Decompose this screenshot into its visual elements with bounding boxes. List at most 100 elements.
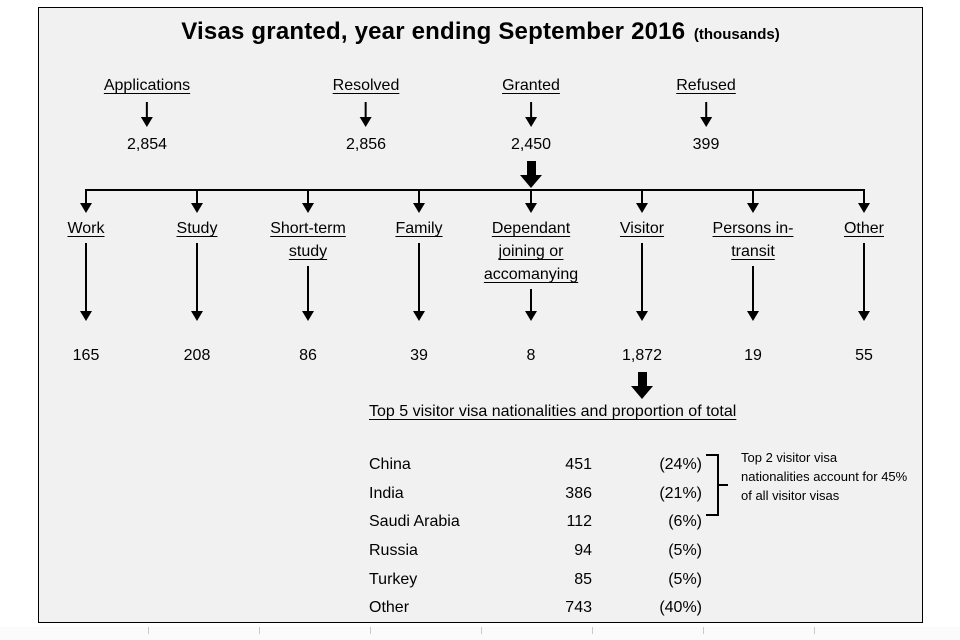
share-cell: (6%) bbox=[668, 513, 702, 531]
category-family: Family 39 bbox=[366, 189, 472, 367]
bracket-icon bbox=[706, 454, 728, 516]
share-cell: (5%) bbox=[668, 570, 702, 588]
metric-value: 2,856 bbox=[345, 136, 387, 153]
arrow-stem bbox=[85, 243, 87, 311]
arrow-stem bbox=[196, 243, 198, 311]
arrow-stem bbox=[863, 243, 865, 311]
branch-drop-head-icon bbox=[636, 203, 648, 213]
granted-bold-down-arrow-icon bbox=[520, 161, 542, 188]
category-label: Dependant joining or accomanying bbox=[483, 220, 579, 283]
down-arrow-icon bbox=[530, 102, 532, 117]
branch-drop-head-icon bbox=[80, 203, 92, 213]
down-arrow-head-icon bbox=[525, 117, 537, 127]
breakdown-heading: Top 5 visitor visa nationalities and pro… bbox=[369, 403, 737, 420]
value-cell: 451 bbox=[565, 456, 592, 473]
down-arrow-head-icon bbox=[141, 117, 153, 127]
branch-drop-head-icon bbox=[747, 203, 759, 213]
category-value: 39 bbox=[410, 347, 428, 364]
arrow-stem bbox=[641, 243, 643, 311]
arrow-stem bbox=[307, 266, 309, 311]
value-cell: 743 bbox=[565, 599, 592, 617]
down-arrow-head-icon bbox=[700, 117, 712, 127]
branch-drop-icon bbox=[196, 189, 198, 203]
country-cell: India bbox=[369, 484, 404, 502]
branch-drop-icon bbox=[863, 189, 865, 203]
breakdown-table: China 451 (24%) India 386 (21%) Saudi Ar… bbox=[369, 456, 702, 628]
visitor-bold-down-arrow-icon bbox=[631, 372, 653, 399]
arrow-stem bbox=[418, 243, 420, 311]
category-value: 1,872 bbox=[621, 347, 663, 364]
down-arrow-head-icon bbox=[359, 117, 372, 127]
country-cell: China bbox=[369, 456, 411, 473]
arrow-head bbox=[302, 311, 314, 321]
category-study: Study 208 bbox=[144, 189, 250, 367]
arrow-head bbox=[191, 311, 203, 321]
bold-arrow-shaft bbox=[526, 161, 536, 175]
branch-drop-icon bbox=[85, 189, 87, 203]
metric-refused: Refused 399 bbox=[676, 76, 736, 154]
branch-drop-icon bbox=[752, 189, 754, 203]
share-cell: (21%) bbox=[659, 484, 702, 502]
arrow-stem bbox=[530, 289, 532, 311]
category-label: Study bbox=[176, 220, 218, 237]
metric-label: Granted bbox=[502, 77, 560, 94]
value-cell: 85 bbox=[574, 570, 592, 588]
branch-connector-line bbox=[86, 189, 864, 191]
category-label: Short-term study bbox=[270, 220, 346, 260]
down-arrow-icon bbox=[80, 243, 92, 321]
branch-drop-icon bbox=[307, 189, 309, 203]
category-label: Persons in-transit bbox=[712, 220, 794, 260]
category-label: Family bbox=[395, 220, 443, 237]
country-cell: Other bbox=[369, 599, 410, 617]
down-arrow-icon bbox=[525, 289, 537, 321]
branch-drop-head-icon bbox=[858, 203, 870, 213]
metric-value: 399 bbox=[692, 136, 720, 153]
category-other: Other 55 bbox=[811, 189, 917, 367]
strip-tick bbox=[481, 627, 482, 634]
category-value: 86 bbox=[299, 347, 317, 364]
down-arrow-icon bbox=[705, 102, 707, 117]
share-cell: (24%) bbox=[659, 456, 702, 473]
arrow-head bbox=[636, 311, 648, 321]
category-label: Visitor bbox=[619, 220, 665, 237]
category-value: 19 bbox=[744, 347, 762, 364]
category-persons-in-transit: Persons in-transit 19 bbox=[700, 189, 806, 367]
bold-arrow-shaft bbox=[637, 372, 647, 386]
strip-tick bbox=[703, 627, 704, 634]
share-cell: (5%) bbox=[668, 542, 702, 560]
share-cell: (40%) bbox=[659, 599, 702, 617]
category-visitor: Visitor 1,872 bbox=[589, 189, 695, 367]
category-dependant: Dependant joining or accomanying 8 bbox=[478, 189, 584, 367]
branch-drop-head-icon bbox=[413, 203, 425, 213]
down-arrow-icon bbox=[146, 102, 148, 117]
down-arrow-icon bbox=[191, 243, 203, 321]
down-arrow-icon bbox=[364, 102, 367, 117]
branch-drop-head-icon bbox=[191, 203, 203, 213]
metric-value: 2,450 bbox=[510, 136, 552, 153]
strip-tick bbox=[259, 627, 260, 634]
value-cell: 112 bbox=[566, 513, 592, 531]
branch-drop-head-icon bbox=[302, 203, 314, 213]
arrow-head bbox=[413, 311, 425, 321]
down-arrow-icon bbox=[413, 243, 425, 321]
category-value: 8 bbox=[526, 347, 536, 364]
value-cell: 386 bbox=[565, 484, 592, 502]
strip-tick bbox=[148, 627, 149, 634]
metric-label: Resolved bbox=[332, 77, 400, 94]
metric-value: 2,854 bbox=[126, 136, 168, 153]
down-arrow-icon bbox=[636, 243, 648, 321]
strip-tick bbox=[370, 627, 371, 634]
arrow-head bbox=[747, 311, 759, 321]
page-title: Visas granted, year ending September 201… bbox=[39, 18, 922, 46]
country-cell: Saudi Arabia bbox=[369, 513, 460, 531]
country-cell: Turkey bbox=[369, 570, 418, 588]
branch-drop-icon bbox=[418, 189, 420, 203]
category-label: Other bbox=[843, 220, 884, 237]
arrow-head bbox=[525, 311, 537, 321]
arrow-stem bbox=[752, 266, 754, 311]
strip-tick bbox=[592, 627, 593, 634]
branch-drop-head-icon bbox=[525, 203, 537, 213]
category-value: 208 bbox=[183, 347, 211, 364]
arrow-head bbox=[80, 311, 92, 321]
